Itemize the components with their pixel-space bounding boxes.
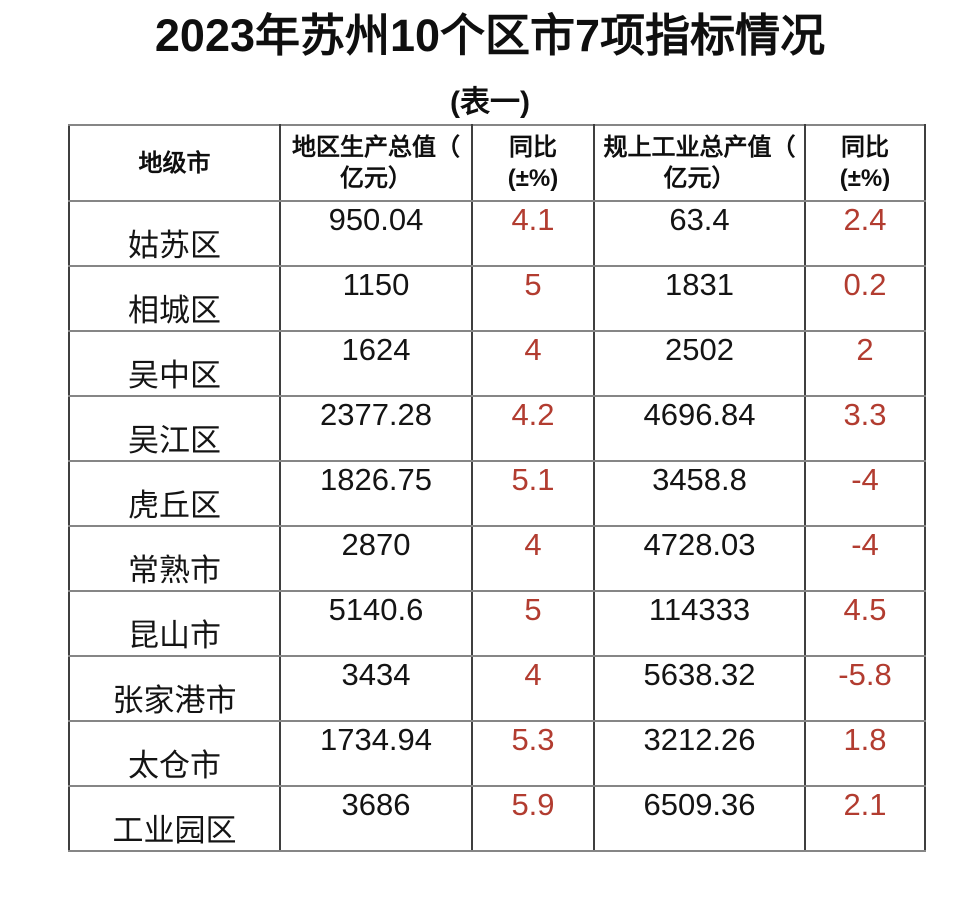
city-cell: 昆山市 xyxy=(68,590,281,657)
gdp-yoy-cell: 5 xyxy=(471,265,595,332)
gdp-value-cell: 5140.6 xyxy=(279,590,473,657)
industrial-value-cell: 4696.84 xyxy=(593,395,806,462)
industrial-value-cell: 2502 xyxy=(593,330,806,397)
col-header-gdp: 地区生产总值（ 亿元） xyxy=(279,124,473,202)
industrial-value-cell: 3212.26 xyxy=(593,720,806,787)
gdp-value-cell: 3434 xyxy=(279,655,473,722)
gdp-value-cell: 1734.94 xyxy=(279,720,473,787)
gdp-value-cell: 1624 xyxy=(279,330,473,397)
col-header-industrial-yoy: 同比 (±%) xyxy=(804,124,926,202)
industrial-yoy-cell: -4 xyxy=(804,460,926,527)
industrial-yoy-cell: 2.4 xyxy=(804,200,926,267)
col-header-gdp-yoy-line2: (±%) xyxy=(507,165,559,192)
industrial-yoy-cell: -5.8 xyxy=(804,655,926,722)
gdp-yoy-cell: 4 xyxy=(471,655,595,722)
gdp-yoy-cell: 4.2 xyxy=(471,395,595,462)
col-header-industrial: 规上工业总产值（ 亿元） xyxy=(593,124,806,202)
gdp-value-cell: 1826.75 xyxy=(279,460,473,527)
table-row: 工业园区 3686 5.9 6509.36 2.1 xyxy=(68,785,926,852)
table-row: 太仓市 1734.94 5.3 3212.26 1.8 xyxy=(68,720,926,787)
table-row: 吴江区 2377.28 4.2 4696.84 3.3 xyxy=(68,395,926,462)
col-header-industrial-line2: 亿元） xyxy=(663,165,736,192)
industrial-value-cell: 4728.03 xyxy=(593,525,806,592)
industrial-yoy-cell: 4.5 xyxy=(804,590,926,657)
industrial-yoy-cell: 1.8 xyxy=(804,720,926,787)
gdp-value-cell: 3686 xyxy=(279,785,473,852)
city-cell: 常熟市 xyxy=(68,525,281,592)
page-title: 2023年苏州10个区市7项指标情况 xyxy=(154,10,826,61)
col-header-industrial-yoy-line1: 同比 xyxy=(841,134,889,161)
page: 2023年苏州10个区市7项指标情况 (表一) 地级市 地区生产总值（ 亿元） … xyxy=(0,6,980,906)
col-header-gdp-yoy-line1: 同比 xyxy=(509,134,557,161)
col-header-gdp-line2: 亿元） xyxy=(340,165,412,192)
table-body: 姑苏区 950.04 4.1 63.4 2.4 相城区 1150 5 1831 … xyxy=(68,200,926,852)
indicators-table: 地级市 地区生产总值（ 亿元） 同比 (±%) 规上工业总产值（ 亿元） 同比 … xyxy=(68,124,926,852)
industrial-value-cell: 6509.36 xyxy=(593,785,806,852)
table-row: 相城区 1150 5 1831 0.2 xyxy=(68,265,926,332)
gdp-value-cell: 950.04 xyxy=(279,200,473,267)
col-header-industrial-line1: 规上工业总产值（ xyxy=(603,134,796,161)
table-caption: (表一) xyxy=(450,86,530,119)
industrial-yoy-cell: 0.2 xyxy=(804,265,926,332)
industrial-yoy-cell: 3.3 xyxy=(804,395,926,462)
city-cell: 吴江区 xyxy=(68,395,281,462)
col-header-city-label: 地级市 xyxy=(138,149,211,177)
gdp-yoy-cell: 4 xyxy=(471,330,595,397)
col-header-industrial-yoy-line2: (±%) xyxy=(839,165,891,192)
industrial-value-cell: 3458.8 xyxy=(593,460,806,527)
table-row: 吴中区 1624 4 2502 2 xyxy=(68,330,926,397)
table-row: 张家港市 3434 4 5638.32 -5.8 xyxy=(68,655,926,722)
industrial-yoy-cell: -4 xyxy=(804,525,926,592)
table-row: 昆山市 5140.6 5 114333 4.5 xyxy=(68,590,926,657)
city-cell: 张家港市 xyxy=(68,655,281,722)
industrial-value-cell: 114333 xyxy=(593,590,806,657)
industrial-value-cell: 63.4 xyxy=(593,200,806,267)
header-row: 地级市 地区生产总值（ 亿元） 同比 (±%) 规上工业总产值（ 亿元） 同比 … xyxy=(68,124,926,202)
gdp-value-cell: 1150 xyxy=(279,265,473,332)
gdp-yoy-cell: 5 xyxy=(471,590,595,657)
gdp-yoy-cell: 4 xyxy=(471,525,595,592)
gdp-yoy-cell: 5.3 xyxy=(471,720,595,787)
city-cell: 吴中区 xyxy=(68,330,281,397)
table-row: 虎丘区 1826.75 5.1 3458.8 -4 xyxy=(68,460,926,527)
city-cell: 工业园区 xyxy=(68,785,281,852)
gdp-yoy-cell: 5.9 xyxy=(471,785,595,852)
col-header-gdp-line1: 地区生产总值（ xyxy=(292,134,460,161)
city-cell: 太仓市 xyxy=(68,720,281,787)
city-cell: 虎丘区 xyxy=(68,460,281,527)
gdp-yoy-cell: 4.1 xyxy=(471,200,595,267)
industrial-yoy-cell: 2 xyxy=(804,330,926,397)
gdp-yoy-cell: 5.1 xyxy=(471,460,595,527)
table-row: 常熟市 2870 4 4728.03 -4 xyxy=(68,525,926,592)
city-cell: 相城区 xyxy=(68,265,281,332)
industrial-value-cell: 1831 xyxy=(593,265,806,332)
table-header: 地级市 地区生产总值（ 亿元） 同比 (±%) 规上工业总产值（ 亿元） 同比 … xyxy=(68,124,926,202)
industrial-yoy-cell: 2.1 xyxy=(804,785,926,852)
gdp-value-cell: 2377.28 xyxy=(279,395,473,462)
col-header-gdp-yoy: 同比 (±%) xyxy=(471,124,595,202)
gdp-value-cell: 2870 xyxy=(279,525,473,592)
city-cell: 姑苏区 xyxy=(68,200,281,267)
table-row: 姑苏区 950.04 4.1 63.4 2.4 xyxy=(68,200,926,267)
col-header-city: 地级市 xyxy=(68,124,281,202)
industrial-value-cell: 5638.32 xyxy=(593,655,806,722)
